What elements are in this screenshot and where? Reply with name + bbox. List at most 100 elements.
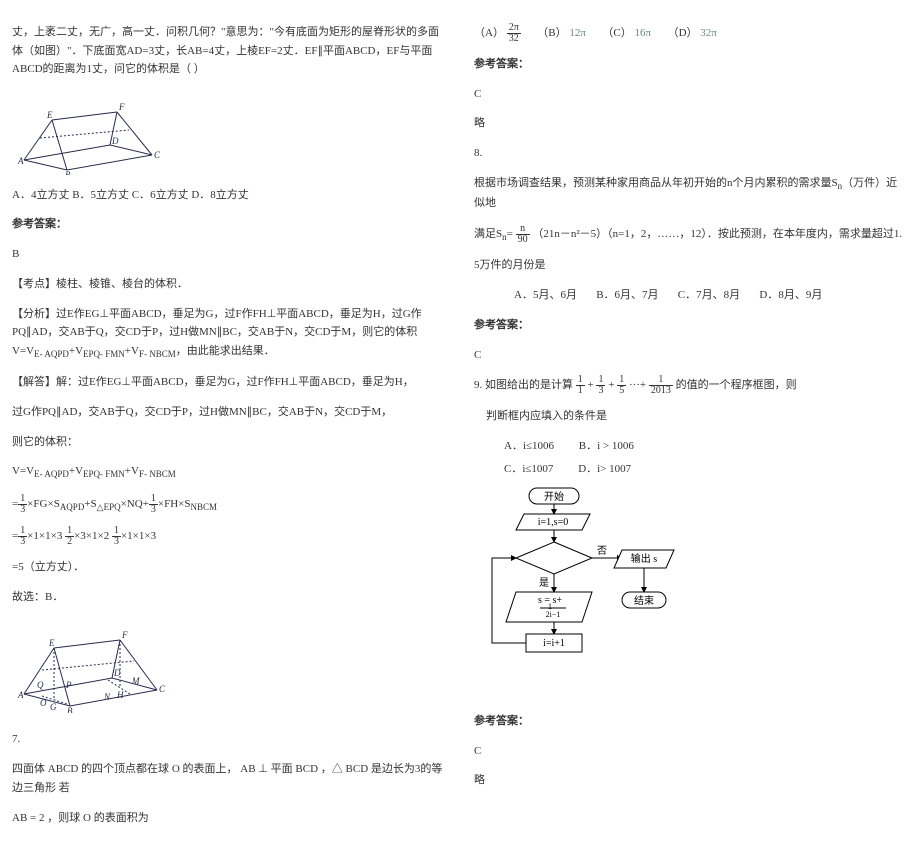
dots: ···+ xyxy=(629,379,646,391)
q8a: 根据市场调查结果，预测某种家用商品从年初开始的n个月内累积的需求量Sn（万件）近… xyxy=(474,174,908,213)
f3b: 3 xyxy=(596,386,605,396)
veq4: ×FH×S xyxy=(158,498,191,510)
ans9-label: 参考答案： xyxy=(474,712,908,731)
sepq: △EPQ xyxy=(97,502,121,512)
s3: F- NBCM xyxy=(139,470,176,480)
ans8-value: C xyxy=(474,346,908,365)
vformula1: V=VE- AQPD+VEPQ- FMN+VF- NBCM xyxy=(12,462,446,482)
q8c: （21n－n²－5）（n=1，2，……，12）．按此预测，在本年度内，需求量超过… xyxy=(532,228,902,240)
flow-yes: 是 xyxy=(539,577,549,589)
q7e: ，△ xyxy=(321,763,343,775)
figure-prism: A B C D E F xyxy=(12,90,446,182)
q7line: 四面体 ABCD 的四个顶点都在球 O 的表面上， AB ⊥ 平面 BCD ，△… xyxy=(12,760,446,797)
q7c: 的表面上， xyxy=(183,763,238,775)
bcd1: BCD xyxy=(295,763,318,775)
f2013b: 2013 xyxy=(649,386,673,396)
oDv: 32π xyxy=(700,27,717,39)
n90: 90 xyxy=(516,235,530,245)
lue9: 略 xyxy=(474,771,908,790)
q9oA: A．i≤1006 xyxy=(504,440,554,452)
q9opts1: A．i≤1006 B．i > 1006 xyxy=(474,437,908,456)
q9line: 9. 如图给出的是计算 11 + 13 + 15 ···+ 12013 的值的一… xyxy=(474,375,908,396)
fenxi-tail: ，由此能求出结果． xyxy=(176,345,275,357)
result: =5（立方丈）． xyxy=(12,558,446,577)
q9line2: 判断框内应填入的条件是 xyxy=(474,407,908,426)
oC: （C） xyxy=(602,27,631,39)
q-intro: 丈，上袤二丈，无广，高一丈．问积几何？"意思为："今有底面为矩形的屋脊形状的多面… xyxy=(12,23,446,79)
sub1: E- AQPD xyxy=(34,349,69,359)
svg-text:C: C xyxy=(159,684,166,694)
svg-text:F: F xyxy=(121,630,128,640)
p1: + xyxy=(588,379,594,391)
veq1: ×FG×S xyxy=(27,498,60,510)
svg-text:G: G xyxy=(50,702,57,712)
svg-text:D: D xyxy=(113,668,121,678)
ans7-label: 参考答案： xyxy=(474,55,908,74)
q7: 7. xyxy=(12,730,446,749)
svg-text:F: F xyxy=(118,102,125,112)
oCv: 16π xyxy=(635,27,652,39)
oD: （D） xyxy=(668,27,698,39)
f5b: 5 xyxy=(617,386,626,396)
flowchart: 开始 i=1,s=0 是 否 s = s+ 1 2i−1 i=i+1 输出 s … xyxy=(474,484,908,701)
q8oD: D．8月、9月 xyxy=(759,289,822,301)
perp: ⊥ xyxy=(258,763,268,775)
flow-assign2: 2i−1 xyxy=(546,610,561,619)
q8oA: A．5月、6月 xyxy=(514,289,577,301)
vformula3: =13×1×1×3 12×3×1×2 13×1×1×3 xyxy=(12,526,446,547)
q8n: 8. xyxy=(474,144,908,163)
snbcm: NBCM xyxy=(191,502,218,512)
o1: O xyxy=(172,763,180,775)
ans7-value: C xyxy=(474,85,908,104)
pv1: +V xyxy=(69,465,83,477)
q8oB: B．6月、7月 xyxy=(596,289,658,301)
svg-text:N: N xyxy=(103,692,111,702)
pv2: +V xyxy=(125,465,139,477)
figure-prism-2: AB CD EF QP GO NM H xyxy=(12,618,446,720)
sub2: EPQ- FMN xyxy=(83,349,125,359)
svg-text:E: E xyxy=(48,638,55,648)
veq3: ×NQ xyxy=(121,498,143,510)
s2: EPQ- FMN xyxy=(83,470,125,480)
oBv: 12π xyxy=(569,27,586,39)
c1: ×1×1×3 xyxy=(27,530,62,542)
q9opts2: C．i≤1007 D．i> 1007 xyxy=(474,460,908,479)
svg-text:D: D xyxy=(111,136,119,146)
jd2: 过G作PQ∥AD，交AB于Q，交CD于P，过H做MN∥BC，交AB于N，交CD于… xyxy=(12,403,446,422)
svg-text:H: H xyxy=(116,690,124,700)
q9a: 9. 如图给出的是计算 xyxy=(474,379,573,391)
q7d: 平面 xyxy=(271,763,293,775)
q7-options: （A） 2π32 （B） 12π （C） 16π （D） 32π xyxy=(474,23,908,44)
svg-text:B: B xyxy=(67,706,73,713)
q-options: A．4立方丈 B．5立方丈 C．6立方丈 D．8立方丈 xyxy=(12,186,446,205)
veq2: +S xyxy=(84,498,96,510)
q8at: 根据市场调查结果，预测某种家用商品从年初开始的n个月内累积的需求量S xyxy=(474,177,838,189)
c2: ×3×1×2 xyxy=(74,530,109,542)
fenxi: 【分析】过E作EG⊥平面ABCD，垂足为G，过F作FH⊥平面ABCD，垂足为H，… xyxy=(12,305,446,363)
bcd2: BCD xyxy=(346,763,369,775)
kaodian: 【考点】棱柱、棱锥、棱台的体积． xyxy=(12,275,446,294)
f1b: 1 xyxy=(576,386,585,396)
answer-label: 参考答案： xyxy=(12,215,446,234)
svg-text:B: B xyxy=(65,170,71,175)
q8d: 5万件的月份是 xyxy=(474,256,908,275)
jd3: 则它的体积： xyxy=(12,433,446,452)
guxuan: 故选：B． xyxy=(12,588,446,607)
vline1: V=V xyxy=(12,465,34,477)
q8opts: A．5月、6月 B．6月、7月 C．7月、8月 D．8月、9月 xyxy=(474,286,908,305)
flow-start: 开始 xyxy=(544,490,564,503)
q8b: 满足Sn= n90 （21n－n²－5）（n=1，2，……，12）．按此预测，在… xyxy=(474,224,908,246)
flow-no: 否 xyxy=(597,545,607,557)
eq2: = 2 xyxy=(30,812,44,824)
oA: （A） xyxy=(474,27,504,39)
abcd: ABCD xyxy=(48,763,79,775)
oAvd: 32 xyxy=(507,34,521,44)
q8bt: 满足S xyxy=(474,228,502,240)
svg-text:A: A xyxy=(17,156,24,166)
q9oC: C．i≤1007 xyxy=(504,463,553,475)
sagip: AQPD xyxy=(60,502,85,512)
c3: ×1×1×3 xyxy=(121,530,156,542)
s1: E- AQPD xyxy=(34,470,69,480)
q9oD: D．i> 1007 xyxy=(578,463,631,475)
ab2: AB xyxy=(12,812,27,824)
